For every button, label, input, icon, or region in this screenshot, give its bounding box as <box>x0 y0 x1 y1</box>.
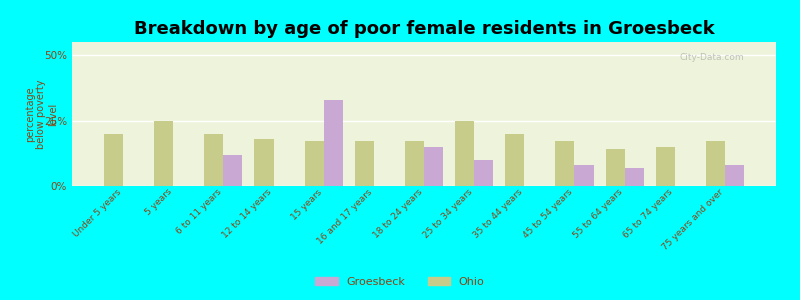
Bar <box>223 154 242 186</box>
Bar <box>154 121 174 186</box>
Text: City-Data.com: City-Data.com <box>680 53 744 62</box>
Bar <box>555 142 574 186</box>
Bar <box>725 165 744 186</box>
Bar <box>104 134 123 186</box>
Bar <box>354 142 374 186</box>
Bar <box>324 100 342 186</box>
Bar <box>656 147 674 186</box>
Bar <box>305 142 324 186</box>
Bar <box>254 139 274 186</box>
Bar <box>424 147 443 186</box>
Legend: Groesbeck, Ohio: Groesbeck, Ohio <box>311 273 489 291</box>
Bar <box>606 149 625 186</box>
Title: Breakdown by age of poor female residents in Groesbeck: Breakdown by age of poor female resident… <box>134 20 714 38</box>
Bar <box>625 168 644 186</box>
Y-axis label: percentage
below poverty
level: percentage below poverty level <box>25 79 58 149</box>
Bar <box>706 142 725 186</box>
Bar <box>455 121 474 186</box>
Bar <box>405 142 424 186</box>
Bar <box>574 165 594 186</box>
Bar <box>474 160 494 186</box>
Bar <box>506 134 524 186</box>
Bar <box>204 134 223 186</box>
